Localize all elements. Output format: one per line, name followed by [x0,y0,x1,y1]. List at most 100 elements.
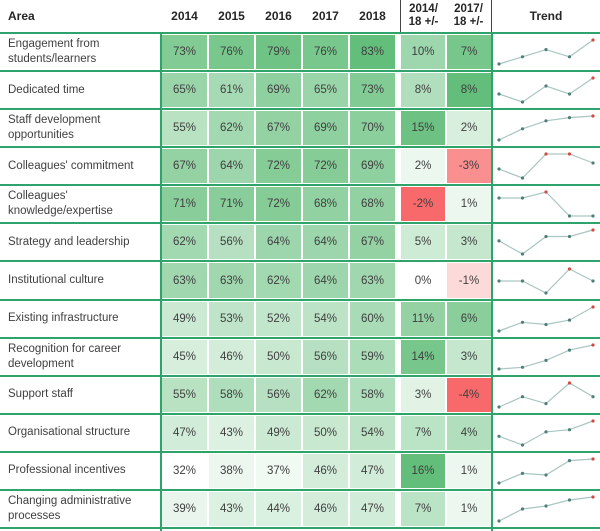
trend-cell [492,301,600,337]
year-value-cell: 67% [255,110,302,147]
year-value-cell: 43% [208,414,255,451]
year-value-cell: 39% [161,490,208,528]
delta-2017-18-cell: 3% [446,338,492,375]
area-label: Engagement from students/learners [8,38,100,66]
table-row: Colleagues' commitment 67% 64% 72% 72% 69% 2% -… [0,148,600,187]
column-header-delta-2014-18: 2014/ 18 +/- [400,0,446,32]
area-label: Colleagues' commitment [8,159,134,172]
trend-sparkline-svg [497,190,595,218]
delta-2014-18-cell: 2% [400,148,446,185]
area-label: Strategy and leadership [8,235,130,248]
trend-sparkline-svg [497,381,595,409]
year-value-cell: 72% [302,148,349,185]
column-header-2016: 2016 [265,9,292,23]
year-value-cell: 52% [255,300,302,337]
year-value-cell: 64% [255,224,302,261]
table-row: Organisational structure 47% 43% 49% 50% 54% 7… [0,414,600,453]
year-value-cell: 71% [208,186,255,223]
year-value-cell: 58% [349,376,396,413]
year-value-cell: 53% [208,300,255,337]
year-value-cell: 72% [255,148,302,185]
year-value-cell: 65% [161,72,208,109]
delta-2014-18-cell: 11% [400,300,446,337]
year-value-cell: 47% [349,490,396,528]
delta-2017-18-cell: -1% [446,262,492,299]
year-value-cell: 69% [255,72,302,109]
year-value-cell: 55% [161,376,208,413]
delta-2017-18-cell: -4% [446,376,492,413]
vertical-grid-line-trend [491,34,493,531]
delta-2014-18-cell: 3% [400,376,446,413]
year-value-cell: 65% [302,72,349,109]
trend-sparkline-svg [497,419,595,447]
year-value-cell: 69% [349,148,396,185]
year-value-cell: 72% [255,186,302,223]
column-header-2018: 2018 [359,9,386,23]
trend-cell [492,453,600,489]
year-value-cell: 71% [161,186,208,223]
table-row: Recognition for career development 45% 46%… [0,338,600,377]
year-value-cell: 62% [161,224,208,261]
table-row: Colleagues' knowledge/expertise 71% 71% 72%… [0,186,600,225]
year-value-cell: 62% [302,376,349,413]
area-label: Staff development opportunities [8,114,101,142]
year-value-cell: 62% [255,262,302,299]
table-header-row: Area 2014 2015 2016 2017 2018 2014/ 18 +… [0,0,600,34]
delta-2017-18-cell: -3% [446,148,492,185]
delta-2017-18-cell: 2% [446,110,492,147]
year-value-cell: 59% [349,338,396,375]
trend-cell [492,186,600,222]
year-value-cell: 46% [208,338,255,375]
delta-2017-18-cell: 8% [446,72,492,109]
table-row: Support staff 55% 58% 56% 62% 58% 3% -4% [0,376,600,415]
year-value-cell: 58% [208,376,255,413]
trend-cell [492,148,600,184]
table-body: Engagement from students/learners 73% 76% 7… [0,34,600,530]
year-value-cell: 63% [208,262,255,299]
vertical-grid-line-area [160,34,162,531]
delta-header-line: 18 +/- [453,16,484,28]
delta-2017-18-cell: 3% [446,224,492,261]
trend-cell [492,491,600,527]
year-value-cell: 73% [161,34,208,71]
year-value-cell: 54% [302,300,349,337]
trend-sparkline-svg [497,152,595,180]
delta-header-line: 2017/ [454,2,483,15]
year-value-cell: 62% [208,110,255,147]
year-value-cell: 49% [255,414,302,451]
column-header-trend: Trend [529,9,563,23]
trend-cell [492,415,600,451]
table-row: Strategy and leadership 62% 56% 64% 64% 67% 5%… [0,224,600,263]
year-value-cell: 56% [208,224,255,261]
delta-2014-18-cell: 7% [400,414,446,451]
delta-2014-18-cell: 14% [400,338,446,375]
year-value-cell: 63% [349,262,396,299]
year-value-cell: 69% [302,110,349,147]
year-value-cell: 49% [161,300,208,337]
table-row: Dedicated time 65% 61% 69% 65% 73% 8% 8% [0,72,600,111]
delta-header-line: 18 +/- [408,16,439,28]
area-label: Colleagues' knowledge/expertise [8,190,113,218]
year-value-cell: 45% [161,338,208,375]
year-value-cell: 32% [161,452,208,489]
year-value-cell: 46% [302,490,349,528]
delta-2017-18-cell: 7% [446,34,492,71]
year-value-cell: 64% [302,224,349,261]
year-value-cell: 56% [255,376,302,413]
area-label: Dedicated time [8,83,85,96]
year-value-cell: 68% [349,186,396,223]
year-value-cell: 67% [161,148,208,185]
year-value-cell: 50% [302,414,349,451]
area-label: Support staff [8,388,73,401]
trend-sparkline-svg [497,76,595,104]
delta-2014-18-cell: 10% [400,34,446,71]
area-label: Institutional culture [8,274,104,287]
trend-cell [492,339,600,375]
year-value-cell: 83% [349,34,396,71]
year-value-cell: 55% [161,110,208,147]
trend-cell [492,224,600,260]
trend-sparkline-svg [497,343,595,371]
year-value-cell: 50% [255,338,302,375]
table-row: Existing infrastructure 49% 53% 52% 54% 60% 11… [0,300,600,339]
trend-sparkline-svg [497,457,595,485]
